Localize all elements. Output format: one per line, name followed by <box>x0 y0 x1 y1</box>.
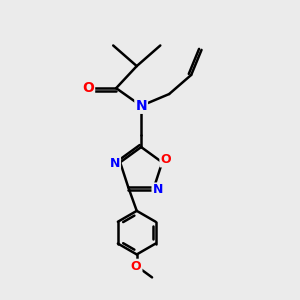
Text: N: N <box>135 99 147 113</box>
Text: N: N <box>152 183 163 196</box>
Text: O: O <box>82 81 94 95</box>
Text: N: N <box>110 157 120 170</box>
Text: O: O <box>131 260 142 273</box>
Text: O: O <box>160 154 171 166</box>
